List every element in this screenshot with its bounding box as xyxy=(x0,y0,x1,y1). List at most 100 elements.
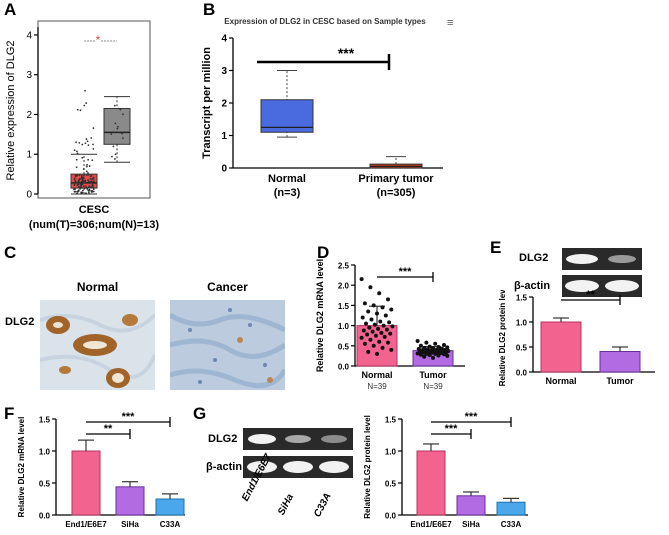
e-bar-1 xyxy=(599,351,641,373)
a-point-tumor xyxy=(90,137,93,139)
f-y-tick-label-0: 0.0 xyxy=(39,512,51,521)
micrograph-cancer-title: Cancer xyxy=(207,280,248,294)
a-box-1 xyxy=(103,108,131,145)
d-point-1-30 xyxy=(424,351,429,356)
panel-label-g: G xyxy=(193,404,207,423)
a-y-axis-label: Relative expression of DLG2 xyxy=(5,40,17,180)
panel-label-b: B xyxy=(203,0,216,19)
a-point-tumor xyxy=(87,191,90,194)
d-point-0-31 xyxy=(377,339,382,344)
a-point-tumor xyxy=(88,165,91,167)
chart-b: Expression of DLG2 in CESC based on Samp… xyxy=(201,17,453,199)
a-point-tumor xyxy=(73,183,76,186)
e-y-tick-label-3: 1.5 xyxy=(516,294,528,303)
panel-c-row-label: DLG2 xyxy=(5,316,35,328)
blot-g-actin-label: β-actin xyxy=(206,461,243,473)
a-point-tumor xyxy=(80,174,83,177)
a-y-tick-label-2: 2 xyxy=(26,110,32,121)
d-point-0-24 xyxy=(379,330,384,335)
a-point-tumor xyxy=(78,179,80,182)
d-x-tick-label-0: Normal xyxy=(361,370,392,380)
a-point-tumor xyxy=(87,179,89,182)
d-point-1-37 xyxy=(422,354,427,359)
e-y-tick-label-2: 1.0 xyxy=(516,319,528,328)
a-point-normal xyxy=(111,155,113,158)
d-y-tick-label-1: 0.5 xyxy=(338,342,350,351)
d-point-1-29 xyxy=(415,351,420,356)
a-point-tumor xyxy=(79,109,82,112)
a-point-tumor xyxy=(75,141,77,144)
a-point-tumor xyxy=(89,178,92,180)
blot-g-lane-3: C33A xyxy=(312,491,334,520)
d-x-tick-label-1: Tumor xyxy=(419,370,447,380)
a-point-normal xyxy=(114,153,117,156)
a-point-normal xyxy=(112,145,115,148)
b-x-tick-label-0: Normal xyxy=(268,173,306,185)
a-point-tumor xyxy=(84,185,87,188)
a-point-tumor xyxy=(80,185,82,188)
d-point-0-2 xyxy=(377,291,382,296)
blot-e-dlg2-band-tumor xyxy=(608,255,636,263)
a-point-tumor xyxy=(76,184,79,186)
a-point-normal xyxy=(122,137,124,140)
a-point-tumor xyxy=(91,184,94,187)
a-point-tumor xyxy=(85,102,88,104)
a-point-tumor xyxy=(91,178,94,180)
a-point-tumor xyxy=(80,180,83,183)
a-point-tumor xyxy=(84,180,86,183)
a-point-normal xyxy=(117,125,119,128)
f-bar-1 xyxy=(115,486,145,516)
a-point-tumor xyxy=(86,174,88,176)
a-point-tumor xyxy=(76,150,78,153)
d-point-0-20 xyxy=(376,326,381,331)
d-point-1-32 xyxy=(442,352,446,357)
a-point-tumor xyxy=(92,176,95,179)
e-bar-0 xyxy=(540,321,582,373)
d-point-0-28 xyxy=(382,334,387,339)
g-x-tick-label-2: C33A xyxy=(501,520,522,529)
d-point-1-35 xyxy=(436,353,441,358)
a-point-tumor xyxy=(82,176,85,179)
a-point-tumor xyxy=(75,158,78,161)
a-point-tumor xyxy=(92,180,95,182)
a-point-tumor xyxy=(92,190,95,193)
a-point-tumor xyxy=(78,178,81,180)
d-y-tick-label-4: 2.0 xyxy=(338,282,350,291)
a-point-tumor xyxy=(90,180,93,183)
a-point-tumor xyxy=(92,127,95,130)
micrograph-cancer: Cancer xyxy=(165,278,290,390)
a-point-tumor xyxy=(85,138,88,140)
micrograph-normal: Normal xyxy=(35,278,160,390)
d-x-tick-n-1: N=39 xyxy=(423,382,443,391)
b-x-tick-n-1: (n=305) xyxy=(377,187,416,199)
blot-g-dlg2-band-3 xyxy=(321,435,347,443)
g-x-tick-label-0: End1/E6E7 xyxy=(410,520,452,529)
a-point-tumor xyxy=(74,180,77,183)
f-y-tick-label-2: 1.0 xyxy=(39,448,51,457)
d-point-0-30 xyxy=(368,337,373,342)
d-point-0-10 xyxy=(383,313,388,318)
a-x-label-1: CESC xyxy=(79,204,110,216)
d-point-0-17 xyxy=(381,323,386,328)
d-y-tick-label-0: 0.0 xyxy=(338,363,350,372)
f-y-axis-label: Relative DLG2 mRNA level xyxy=(17,417,26,518)
a-point-tumor xyxy=(77,183,80,186)
a-point-tumor xyxy=(76,174,79,177)
a-point-tumor xyxy=(85,192,87,195)
b-menu-icon: ≡ xyxy=(447,17,453,29)
d-point-0-32 xyxy=(386,340,390,345)
d-point-1-6 xyxy=(436,345,441,350)
a-point-tumor xyxy=(73,182,76,185)
a-point-tumor xyxy=(79,187,81,190)
b-x-tick-n-0: (n=3) xyxy=(274,187,301,199)
a-point-normal xyxy=(113,104,116,107)
micrograph-normal-title: Normal xyxy=(76,280,119,294)
e-x-tick-label-1: Tumor xyxy=(606,376,634,386)
a-point-tumor xyxy=(85,170,88,173)
a-point-tumor xyxy=(81,143,84,146)
a-point-tumor xyxy=(79,183,82,186)
a-y-tick-label-1: 1 xyxy=(26,150,32,161)
a-point-tumor xyxy=(77,181,80,184)
chart-d: 0.0 0.5 1.0 1.5 2.0 2.5 Relative DLG2 mRNA lev… xyxy=(315,259,465,391)
g-y-tick-label-1: 0.5 xyxy=(385,480,397,489)
